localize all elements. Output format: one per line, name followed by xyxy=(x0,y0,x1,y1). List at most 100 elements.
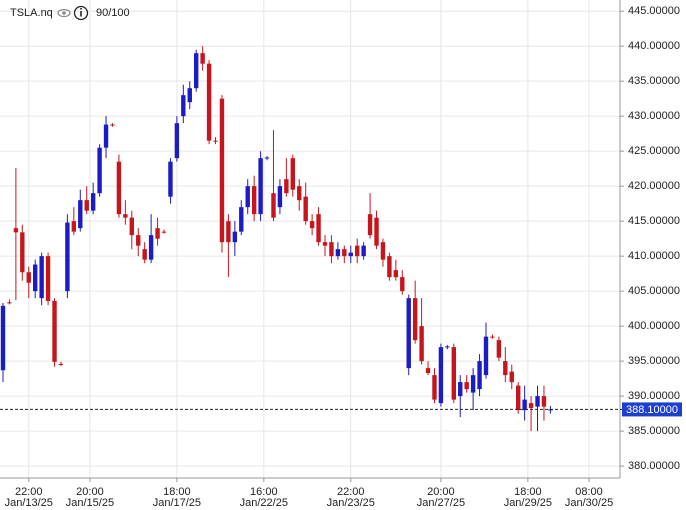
candle-body xyxy=(103,124,109,148)
candle-body xyxy=(297,186,302,201)
candle-body xyxy=(251,186,257,215)
y-tick-label: 425.00000 xyxy=(628,145,680,157)
candle-body xyxy=(541,396,547,407)
x-tick-date: Jan/13/25 xyxy=(5,497,53,509)
x-tick-label: 22:00 xyxy=(15,486,43,498)
last-price-box xyxy=(622,402,682,417)
y-tick-label: 445.00000 xyxy=(628,5,680,17)
candle-body xyxy=(470,375,476,393)
y-tick-label: 435.00000 xyxy=(628,75,680,87)
candle-body xyxy=(322,242,328,246)
candle-body xyxy=(425,368,431,374)
candle-body xyxy=(39,256,44,299)
candle-body xyxy=(445,346,450,348)
y-tick-label: 380.00000 xyxy=(628,460,680,472)
candle-body xyxy=(535,396,540,407)
candle-body xyxy=(271,193,276,218)
x-tick-label: 18:00 xyxy=(163,486,191,498)
candle-body xyxy=(148,235,154,260)
candle-body xyxy=(361,245,366,257)
candle-body xyxy=(168,161,173,197)
candle-body xyxy=(355,245,360,257)
candle-body xyxy=(33,264,38,292)
candle-body xyxy=(348,252,353,257)
candle-body xyxy=(329,242,334,257)
candle-body xyxy=(245,186,250,208)
y-tick-label: 410.00000 xyxy=(628,250,680,262)
candle-body xyxy=(187,88,192,103)
candle-body xyxy=(136,235,141,246)
y-tick-label: 385.00000 xyxy=(628,425,680,437)
candle-body xyxy=(129,217,134,236)
candle-body xyxy=(116,161,122,215)
candle-body xyxy=(20,232,25,273)
candle-body xyxy=(0,305,6,371)
x-tick-label: 16:00 xyxy=(250,486,278,498)
candle-body xyxy=(483,336,489,376)
x-tick-date: Jan/27/25 xyxy=(417,497,465,509)
y-tick-label: 395.00000 xyxy=(628,355,680,367)
y-tick-label: 405.00000 xyxy=(628,285,680,297)
candle-body xyxy=(522,399,527,411)
candle-body xyxy=(528,403,534,409)
candle-body xyxy=(65,222,70,292)
candle-body xyxy=(90,193,96,211)
x-tick-label: 20:00 xyxy=(427,486,455,498)
candle-body xyxy=(387,256,392,278)
candle-body xyxy=(26,272,31,283)
x-tick-label: 08:00 xyxy=(575,486,603,498)
y-tick-label: 400.00000 xyxy=(628,320,680,332)
candle-body xyxy=(45,256,51,301)
candles xyxy=(0,46,553,432)
last-price-label: 388.10000 xyxy=(626,404,678,416)
y-tick-label: 415.00000 xyxy=(628,215,680,227)
candle-body xyxy=(516,385,521,411)
candle-body xyxy=(142,249,147,260)
candle-body xyxy=(194,53,199,89)
candle-body xyxy=(477,361,482,390)
x-tick-date: Jan/17/25 xyxy=(153,497,201,509)
candle-body xyxy=(232,231,238,243)
candle-body xyxy=(290,158,295,190)
y-tick-label: 440.00000 xyxy=(628,40,680,52)
x-tick-date: Jan/15/25 xyxy=(66,497,114,509)
candle-body xyxy=(174,123,180,159)
candle-body xyxy=(335,249,341,257)
candle-body xyxy=(309,221,315,229)
candle-body xyxy=(419,326,424,362)
candle-body xyxy=(226,221,231,243)
candle-body xyxy=(509,371,514,383)
candle-body xyxy=(412,298,418,341)
eye-icon[interactable] xyxy=(57,8,71,18)
candle-body xyxy=(52,300,57,362)
candle-body xyxy=(78,200,83,229)
candle-body xyxy=(155,228,160,239)
candle-body xyxy=(181,95,186,117)
candle-body xyxy=(84,200,89,211)
candle-body xyxy=(400,277,405,292)
x-tick-date: Jan/30/25 xyxy=(565,497,613,509)
candle-body xyxy=(7,302,12,304)
candle-body xyxy=(71,221,77,232)
candle-body xyxy=(490,336,495,338)
candle-body xyxy=(97,147,102,194)
info-icon[interactable] xyxy=(73,5,89,21)
candle-body xyxy=(342,249,347,257)
candle-body xyxy=(303,196,308,222)
candle-body xyxy=(213,140,218,142)
candle-body xyxy=(206,63,212,141)
candle-body xyxy=(264,157,270,159)
bar-counter: 90/100 xyxy=(96,7,130,19)
candle-body xyxy=(496,340,502,358)
candle-body xyxy=(374,217,379,246)
candle-body xyxy=(393,270,399,278)
candle-body xyxy=(13,228,19,233)
candle-body xyxy=(239,207,244,232)
x-tick-label: 22:00 xyxy=(337,486,365,498)
candle-body xyxy=(58,363,64,365)
x-tick-date: Jan/29/25 xyxy=(504,497,552,509)
candle-body xyxy=(110,124,115,126)
candle-body xyxy=(284,179,289,194)
candle-body xyxy=(161,231,167,233)
